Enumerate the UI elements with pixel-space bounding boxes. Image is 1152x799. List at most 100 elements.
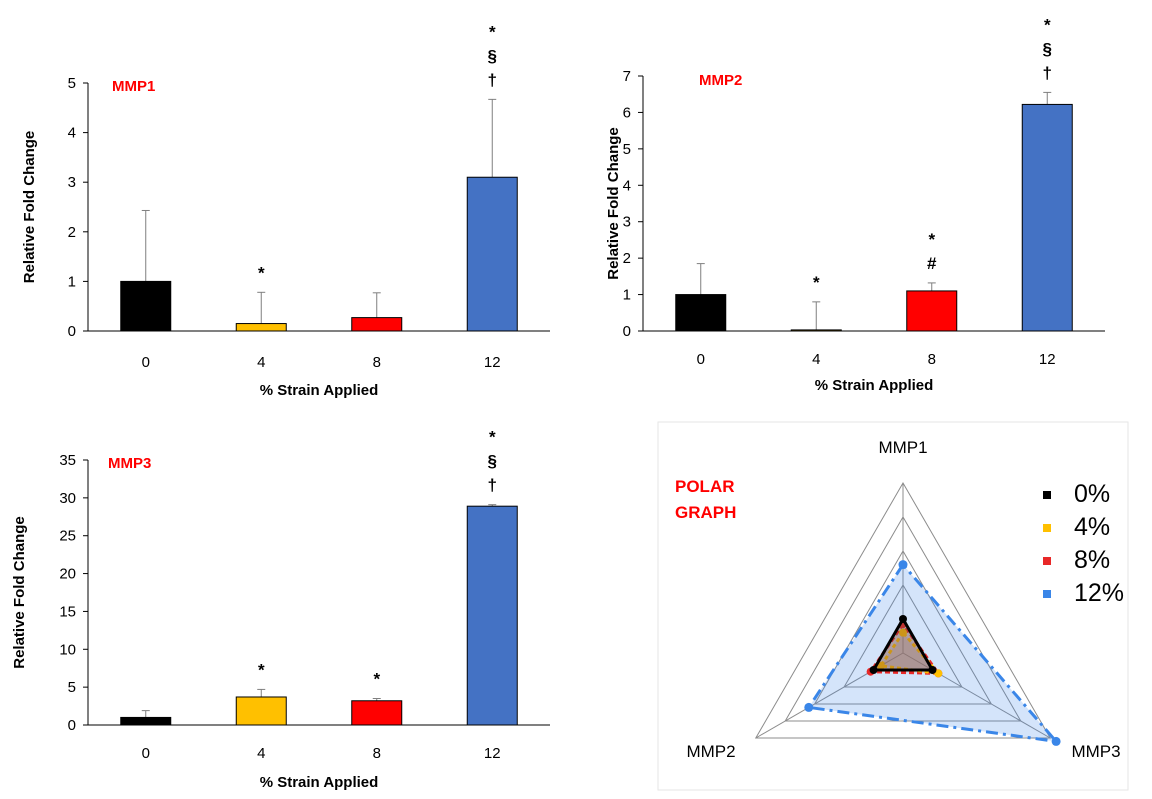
x-tick-label: 0: [142, 745, 150, 762]
radar-spoke: [902, 652, 1051, 739]
x-tick-label: 12: [484, 354, 501, 371]
bar-12: [1021, 103, 1073, 332]
y-tick-label: 2: [68, 224, 76, 241]
x-tick-label: 12: [484, 745, 501, 762]
radar-point: [934, 669, 943, 678]
x-tick-label: 4: [257, 354, 265, 371]
significance-mark: *: [258, 263, 265, 282]
radar-axis-label: MMP3: [1071, 742, 1120, 761]
x-tick-label: 8: [373, 745, 381, 762]
radar-series-12%: [806, 562, 1060, 744]
radar-point: [899, 628, 907, 637]
bar-8: [351, 700, 403, 726]
y-tick-label: 1: [623, 287, 631, 304]
y-tick-label: 2: [623, 250, 631, 267]
radar-point: [1051, 736, 1061, 746]
x-axis-title: % Strain Applied: [260, 774, 379, 791]
x-tick-label: 0: [697, 351, 705, 368]
legend-swatch: [1043, 557, 1051, 565]
significance-mark: §: [488, 452, 497, 471]
legend-swatch: [1043, 491, 1051, 499]
bar-0: [675, 294, 727, 332]
y-axis-title: Relative Fold Change: [605, 127, 622, 280]
radar-axis-label: MMP2: [686, 742, 735, 761]
mmp1-bar-chart: 0 1 2 3 4 5 0 4 * 8 12 * § † MMP1% Strain Applied Relat…: [0, 0, 576, 400]
bar-0: [120, 716, 172, 726]
y-tick-label: 20: [59, 566, 76, 583]
radar-point: [899, 615, 907, 623]
x-tick-label: 4: [812, 351, 820, 368]
y-tick-label: 5: [623, 141, 631, 158]
y-axis-title: Relative Fold Change: [21, 131, 38, 284]
significance-mark: *: [258, 660, 265, 679]
bar-4: [235, 323, 287, 332]
y-axis-title: Relative Fold Change: [11, 516, 28, 669]
bar-8: [906, 290, 958, 332]
y-tick-label: 15: [59, 603, 76, 620]
significance-mark: #: [927, 254, 937, 273]
mmp2-bar-chart: 0 1 2 3 4 5 6 7 0 4 * 8 * #12 * § † MMP2% Strain Applied R…: [576, 0, 1152, 400]
significance-mark: †: [1043, 63, 1052, 82]
bar-4: [235, 696, 287, 726]
x-axis-title: % Strain Applied: [815, 377, 934, 394]
y-tick-label: 0: [623, 323, 631, 340]
radar-point: [804, 702, 814, 712]
bar-0: [120, 280, 172, 332]
legend-label: 4%: [1074, 513, 1110, 541]
chart-title: MMP1: [112, 78, 155, 95]
bar-12: [466, 176, 518, 332]
significance-mark: *: [928, 230, 935, 249]
x-tick-label: 0: [142, 354, 150, 371]
radar-point: [869, 666, 878, 674]
polar-panel-frame: [657, 421, 1129, 791]
mmp3-chart-svg: 0 5 10 15 20 25 30 35 0 4 * 8 * 12 * § † MMP3 % Strain App…: [11, 428, 550, 791]
legend-swatch: [1043, 524, 1051, 532]
y-tick-label: 5: [68, 75, 76, 92]
radar-series-0%: [870, 615, 936, 672]
y-tick-label: 0: [68, 717, 76, 734]
y-tick-label: 30: [59, 490, 76, 507]
radar-point: [876, 661, 885, 670]
radar-point: [928, 666, 937, 674]
y-tick-label: 0: [68, 323, 76, 340]
y-tick-label: 3: [623, 214, 631, 231]
x-tick-label: 4: [257, 745, 265, 762]
significance-mark: †: [488, 70, 497, 89]
significance-mark: *: [489, 22, 496, 41]
polar-graph-title: GRAPH: [675, 503, 736, 522]
y-tick-label: 4: [623, 177, 631, 194]
bar-12: [466, 505, 518, 726]
legend-label: 12%: [1074, 579, 1124, 607]
y-tick-label: 6: [623, 104, 631, 121]
y-tick-label: 1: [68, 273, 76, 290]
y-tick-label: 4: [68, 125, 76, 142]
radar-series-4%: [878, 630, 943, 676]
significance-mark: *: [489, 428, 496, 447]
x-tick-label: 8: [928, 351, 936, 368]
radar-ring: [784, 515, 1022, 722]
polar-graph-svg: MMP1 MMP2 MMP3 POLAR GRAPH 0% 4% 8% 12%: [657, 421, 1129, 791]
radar-ring: [813, 550, 993, 705]
y-tick-label: 7: [623, 68, 631, 85]
polar-graph-panel: MMP1 MMP2 MMP3 POLAR GRAPH 0% 4% 8% 12%: [576, 400, 1152, 794]
polar-graph-title: POLAR: [675, 477, 735, 496]
bar-8: [351, 317, 403, 332]
significance-mark: *: [1044, 15, 1051, 34]
x-tick-label: 8: [373, 354, 381, 371]
y-tick-label: 35: [59, 452, 76, 469]
legend-label: 8%: [1074, 546, 1110, 574]
bar-4: [790, 329, 842, 332]
significance-mark: *: [813, 273, 820, 292]
y-tick-label: 3: [68, 174, 76, 191]
x-axis-title: % Strain Applied: [260, 382, 379, 399]
significance-mark: §: [1043, 39, 1052, 58]
y-tick-label: 10: [59, 641, 76, 658]
chart-title: MMP3: [108, 455, 151, 472]
significance-mark: *: [373, 670, 380, 689]
significance-mark: §: [488, 46, 497, 65]
y-tick-label: 5: [68, 679, 76, 696]
legend-swatch: [1043, 590, 1051, 598]
legend-label: 0%: [1074, 480, 1110, 508]
